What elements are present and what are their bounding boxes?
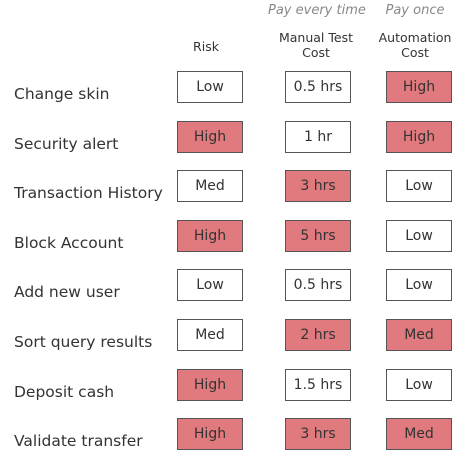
- risk-cell: High: [177, 418, 243, 451]
- risk-cell: Low: [177, 71, 243, 103]
- automation-cost-cell: High: [386, 71, 452, 103]
- automation-cost-cell: Med: [386, 319, 452, 351]
- column-header-automation-cost: Automation Cost: [374, 30, 456, 60]
- pay-every-time-label: Pay every time: [268, 3, 366, 18]
- risk-cell: High: [177, 368, 243, 401]
- automation-cost-cell: Low: [386, 269, 452, 302]
- column-header-risk-line1: Risk: [193, 39, 219, 54]
- manual-cost-cell: 0.5 hrs: [285, 269, 351, 302]
- row-label: Transaction History: [14, 184, 163, 203]
- manual-cost-cell: 5 hrs: [285, 219, 351, 252]
- manual-cost-cell: 1.5 hrs: [285, 368, 351, 401]
- row-label: Add new user: [14, 283, 120, 302]
- column-header-risk: Risk: [176, 39, 236, 54]
- row-label: Change skin: [14, 85, 110, 103]
- column-header-manual-test-cost: Manual Test Cost: [270, 30, 362, 60]
- risk-cell: Low: [177, 269, 243, 302]
- manual-cost-cell: 1 hr: [285, 120, 351, 153]
- column-header-automation-line1: Automation: [378, 30, 452, 45]
- automation-cost-cell: Low: [386, 219, 452, 252]
- automation-cost-cell: Med: [386, 418, 452, 451]
- manual-cost-cell: 3 hrs: [285, 170, 351, 203]
- automation-cost-cell: Low: [386, 368, 452, 401]
- row-label: Security alert: [14, 134, 119, 153]
- automation-cost-cell: High: [386, 120, 452, 153]
- automation-cost-cell: Low: [386, 170, 452, 203]
- risk-cell: Med: [177, 170, 243, 203]
- column-header-automation-line2: Cost: [401, 45, 429, 60]
- row-label: Deposit cash: [14, 382, 115, 401]
- row-label: Block Account: [14, 233, 124, 252]
- pay-once-label: Pay once: [385, 3, 445, 18]
- row-label: Sort query results: [14, 333, 153, 351]
- manual-cost-cell: 0.5 hrs: [285, 71, 351, 103]
- column-header-manual-line1: Manual Test: [278, 30, 353, 45]
- manual-cost-cell: 2 hrs: [285, 319, 351, 351]
- row-label: Validate transfer: [14, 432, 143, 451]
- column-header-manual-line2: Cost: [302, 45, 330, 60]
- risk-cell: High: [177, 219, 243, 252]
- risk-cell: High: [177, 120, 243, 153]
- risk-cell: Med: [177, 319, 243, 351]
- manual-cost-cell: 3 hrs: [285, 418, 351, 451]
